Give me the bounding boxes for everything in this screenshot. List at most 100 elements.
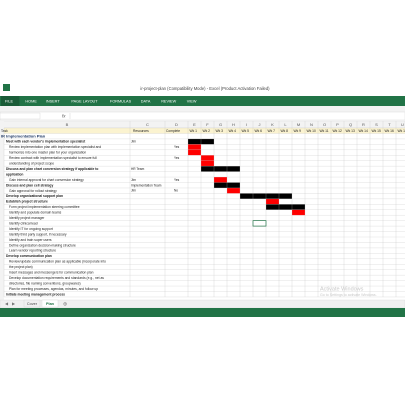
resource-cell: Jim <box>131 178 136 182</box>
title-bar <box>0 80 405 96</box>
ribbon-tab[interactable]: INSERT <box>46 99 61 103</box>
formula-bar <box>0 111 405 121</box>
task-cell: Gain approval for rollout strategy <box>9 189 57 193</box>
window-title: ir-project-plan (Compatibility Mode) - E… <box>140 86 270 91</box>
week-header: Wk 4 <box>229 129 237 133</box>
week-header: Wk 3 <box>216 129 224 133</box>
header-cell: Complete <box>166 129 180 133</box>
task-cell: Learn vendor reporting structure <box>9 249 56 253</box>
column-letter: J <box>259 122 261 127</box>
week-header: Wk 11 <box>320 129 329 133</box>
column-letter: U <box>401 122 404 127</box>
ribbon-tab[interactable]: FORMULAS <box>110 99 132 103</box>
ribbon-tab[interactable]: PAGE LAYOUT <box>71 99 98 103</box>
task-cell: Insert messages and messengers for commu… <box>9 271 94 275</box>
week-header: Wk 12 <box>333 129 343 133</box>
sheet-tab[interactable] <box>23 299 41 308</box>
task-cell: Develop documentation requirements and s… <box>9 276 104 280</box>
task-cell: Develop organizational support plan <box>6 194 63 198</box>
task-cell: Identify and train super users <box>9 238 52 242</box>
complete-cell: Yes <box>174 145 180 149</box>
column-letter: E <box>193 122 196 127</box>
sheet-tab[interactable] <box>41 299 59 308</box>
task-cell: Identify clinical lead <box>9 221 38 225</box>
column-letter: F <box>206 122 209 127</box>
header-cell: Resources <box>133 129 149 133</box>
week-header: Wk 2 <box>203 129 211 133</box>
column-letter: R <box>362 122 365 127</box>
gantt-bar <box>292 209 305 216</box>
column-letter: S <box>375 122 378 127</box>
column-letter: K <box>271 122 274 127</box>
task-cell: Define organization decision-making stru… <box>9 243 76 247</box>
column-letter: T <box>388 122 391 127</box>
week-header: Wk 13 <box>346 129 356 133</box>
ribbon-tab-bar <box>0 96 405 106</box>
gantt-bar <box>201 166 240 172</box>
task-cell: Establish project structure <box>6 200 48 204</box>
excel-icon <box>3 84 10 91</box>
column-letter: I <box>246 122 247 127</box>
ribbon-tab[interactable]: FILE <box>5 99 13 103</box>
week-header: Wk 15 <box>372 129 382 133</box>
task-cell: the project plan) <box>9 265 33 269</box>
plan-title: IR Implementation Plan <box>1 134 46 139</box>
week-header: Wk 16 <box>385 129 395 133</box>
column-letter: P <box>336 122 339 127</box>
task-cell: Identify and populate domain teams <box>9 211 62 215</box>
ribbon-tab[interactable]: REVIEW <box>161 99 176 103</box>
gantt-bar <box>188 144 201 150</box>
task-cell: Identify third party support, if necessa… <box>9 232 67 236</box>
gantt-bar <box>266 198 279 205</box>
watermark-title: Activate Windows <box>320 286 364 292</box>
name-box <box>0 112 41 120</box>
task-cell: Gain internal approval for chart convers… <box>9 178 84 182</box>
week-header: Wk 10 <box>307 129 317 133</box>
week-header: Wk 5 <box>242 129 250 133</box>
task-cell: Plan for meeting processes, agendas, min… <box>9 287 98 291</box>
week-header: Wk 7 <box>268 129 276 133</box>
column-letter: Q <box>349 122 352 127</box>
week-header: Wk 1 <box>190 129 198 133</box>
header-row <box>4 128 405 134</box>
gantt-bar <box>227 187 240 194</box>
file-tab[interactable] <box>1 96 20 106</box>
gantt-bar <box>201 155 214 161</box>
resource-cell: Jim <box>131 189 136 193</box>
task-cell: Meet with each vendor's implementation s… <box>6 140 86 144</box>
task-cell: application <box>6 172 23 176</box>
task-cell: Review/update communication plan as appl… <box>9 260 106 264</box>
ribbon-tab[interactable]: VIEW <box>187 99 197 103</box>
complete-cell: No <box>174 189 178 193</box>
task-cell: Identify IT for ongoing support <box>9 227 53 231</box>
column-letter: L <box>284 122 287 127</box>
task-cell: directories, file naming conventions, gr… <box>9 281 81 285</box>
task-cell: Review implementation plan with implemen… <box>9 145 101 149</box>
column-header-strip <box>0 120 405 129</box>
resource-cell: HR Team <box>131 167 145 171</box>
task-cell: Discuss and plan chart conversion strate… <box>6 167 98 171</box>
selected-cell[interactable] <box>252 220 267 227</box>
ribbon <box>0 106 405 112</box>
column-letter: O <box>323 122 326 127</box>
task-cell: Identify project manager <box>9 216 45 220</box>
task-cell: Review contract with implementation spec… <box>9 156 97 160</box>
task-cell: harmonize into one master plan for your … <box>9 151 86 155</box>
sheet-tab-label[interactable]: Plan <box>46 302 55 306</box>
week-header: Wk 8 <box>281 129 289 133</box>
sheet-tab-bar <box>0 299 405 309</box>
gantt-bar <box>201 160 214 167</box>
sheet-tab-label[interactable]: Cover <box>27 302 38 306</box>
ribbon-tab[interactable]: HOME <box>25 99 37 103</box>
complete-cell: Yes <box>174 156 180 160</box>
week-header: Wk 17 <box>398 129 405 133</box>
add-sheet[interactable]: ⊕ <box>63 301 67 307</box>
task-cell: Form project implementation steering com… <box>9 205 80 209</box>
column-letter: N <box>310 122 313 127</box>
tab-scroll-right[interactable]: ▶ <box>12 301 16 306</box>
complete-cell: Yes <box>174 178 180 182</box>
ribbon-tab[interactable]: DATA <box>141 99 151 103</box>
tab-scroll-left[interactable]: ◀ <box>5 301 9 306</box>
task-cell: Discuss and plan cell strategy <box>6 183 53 187</box>
